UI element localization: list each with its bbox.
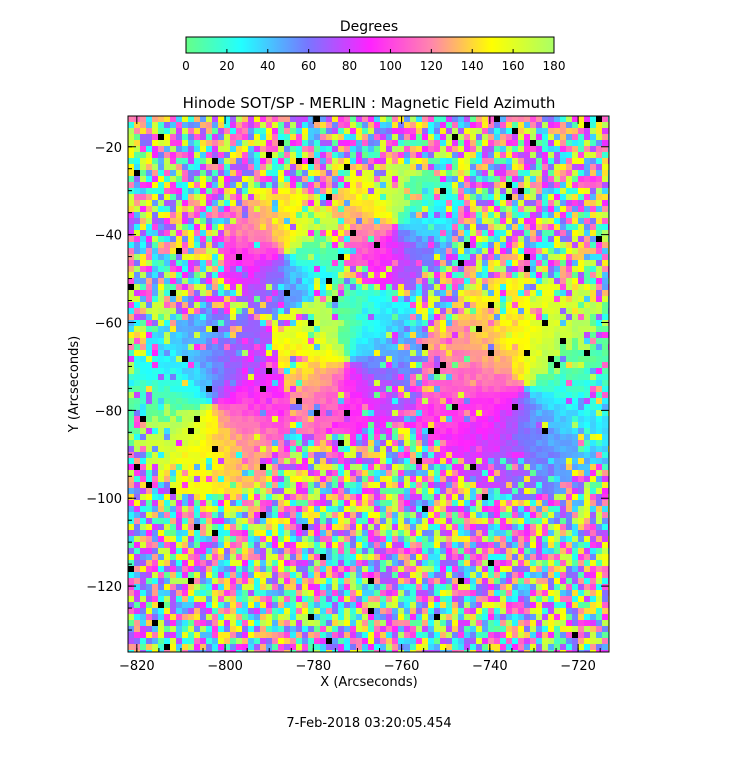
colorbar-tick-label: 140 bbox=[461, 59, 484, 73]
y-tick-label: −80 bbox=[95, 404, 122, 419]
colorbar-tick-label: 0 bbox=[182, 59, 190, 73]
x-tick-label: −820 bbox=[119, 659, 155, 674]
colorbar-title: Degrees bbox=[340, 19, 398, 35]
x-tick-label: −780 bbox=[295, 659, 331, 674]
colorbar-tick-label: 60 bbox=[301, 59, 316, 73]
colorbar-gradient bbox=[185, 36, 555, 54]
azimuth-map bbox=[128, 116, 609, 652]
timestamp: 7-Feb-2018 03:20:05.454 bbox=[286, 716, 451, 731]
colorbar-tick-label: 100 bbox=[379, 59, 402, 73]
colorbar-tick-label: 180 bbox=[543, 59, 566, 73]
colorbar-ticks: 0 20 40 60 80 100 120 140 160 180 bbox=[182, 49, 565, 73]
colorbar-tick-label: 160 bbox=[502, 59, 525, 73]
colorbar-tick-label: 40 bbox=[260, 59, 275, 73]
x-tick-label: −720 bbox=[560, 659, 596, 674]
x-tick-label: −740 bbox=[472, 659, 508, 674]
y-tick-label: −60 bbox=[95, 316, 122, 331]
x-axis: −820 −800 −780 −760 −740 −720 bbox=[119, 116, 601, 674]
y-tick-label: −120 bbox=[86, 580, 122, 595]
x-axis-label: X (Arcseconds) bbox=[320, 675, 417, 690]
x-tick-label: −760 bbox=[384, 659, 420, 674]
y-tick-label: −20 bbox=[95, 141, 122, 156]
plot-title: Hinode SOT/SP - MERLIN : Magnetic Field … bbox=[183, 94, 556, 112]
y-tick-label: −40 bbox=[95, 229, 122, 244]
colorbar-tick-label: 120 bbox=[420, 59, 443, 73]
y-tick-label: −100 bbox=[86, 492, 122, 507]
x-tick-label: −800 bbox=[207, 659, 243, 674]
colorbar: Degrees 0 20 40 60 80 100 120 140 160 180 bbox=[182, 19, 565, 73]
y-axis: −20 −40 −60 −80 −100 −120 bbox=[86, 141, 609, 631]
colorbar-tick-label: 80 bbox=[342, 59, 357, 73]
colorbar-tick-label: 20 bbox=[219, 59, 234, 73]
plot-frame bbox=[127, 115, 610, 653]
y-axis-label: Y (Arcseconds) bbox=[67, 336, 82, 433]
